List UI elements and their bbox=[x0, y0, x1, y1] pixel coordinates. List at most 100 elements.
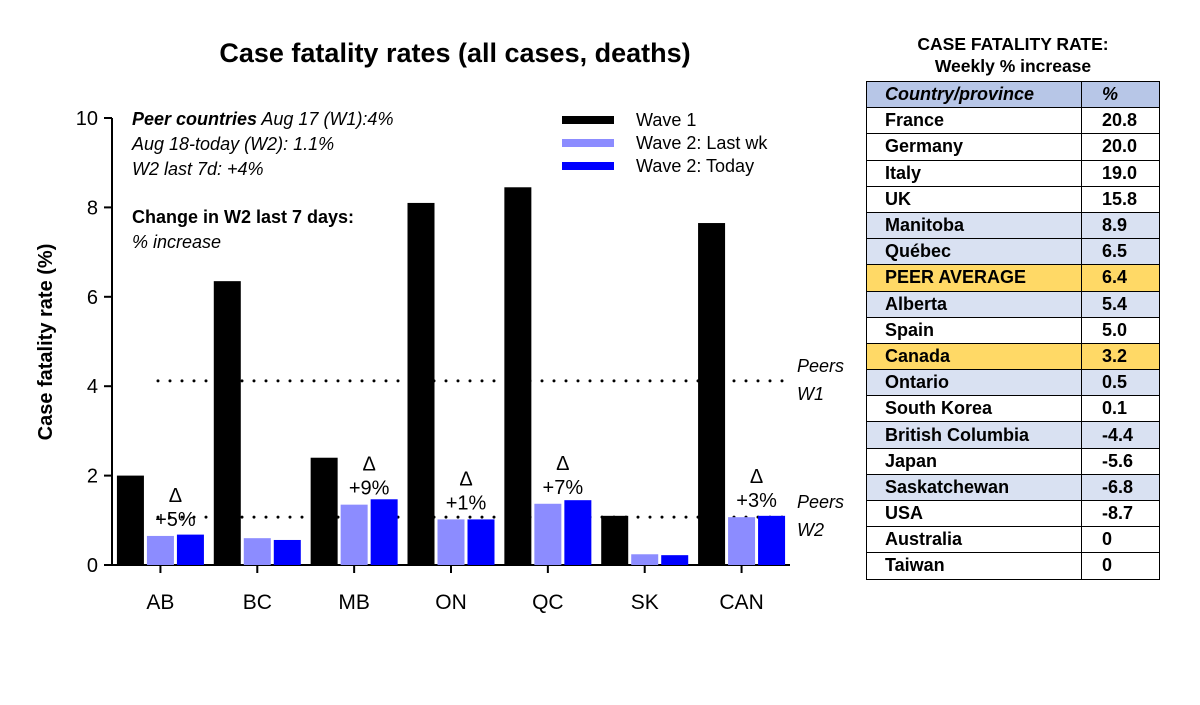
row-value: 5.0 bbox=[1081, 316, 1160, 344]
bar bbox=[601, 515, 629, 565]
row-country: Spain bbox=[866, 316, 1082, 344]
row-value: 0.5 bbox=[1081, 369, 1160, 397]
row-value: 20.0 bbox=[1081, 133, 1160, 161]
reference-label-line-2: W2 bbox=[797, 520, 824, 540]
x-tick-label: SK bbox=[631, 591, 659, 614]
header-country: Country/province bbox=[866, 80, 1082, 109]
bar-chart: Case fatality rates (all cases, deaths) … bbox=[35, 38, 844, 614]
y-tick-label: 6 bbox=[87, 287, 98, 309]
row-value: 8.9 bbox=[1081, 211, 1160, 240]
peer-note-line-1: Peer countries Aug 17 (W1):4% bbox=[132, 107, 393, 131]
y-tick-label: 8 bbox=[87, 197, 98, 219]
cfr-table-panel: CASE FATALITY RATE: Weekly % increase Co… bbox=[866, 33, 1160, 580]
bar bbox=[273, 539, 301, 565]
legend-swatch bbox=[562, 139, 614, 147]
table-row: Australia 0 bbox=[866, 526, 1160, 554]
legend-label: Wave 2: Last wk bbox=[636, 133, 768, 153]
bar bbox=[370, 499, 398, 565]
row-country: Italy bbox=[866, 159, 1082, 187]
reference-lines: Peers W1 Peers W2 bbox=[156, 356, 844, 540]
x-tick-label: BC bbox=[243, 591, 272, 614]
peer-note-w1: Aug 17 (W1):4% bbox=[257, 109, 394, 129]
peer-note-bold: Peer countries bbox=[132, 109, 258, 129]
row-country: Japan bbox=[866, 447, 1082, 475]
bar bbox=[728, 517, 756, 565]
row-value: 0.1 bbox=[1081, 395, 1160, 423]
row-value: 19.0 bbox=[1081, 159, 1160, 187]
delta-symbol: Δ bbox=[169, 485, 182, 507]
row-value: 3.2 bbox=[1081, 342, 1160, 371]
row-country: Québec bbox=[866, 238, 1082, 266]
bar bbox=[467, 519, 495, 565]
change-note-title: Change in W2 last 7 days: bbox=[132, 207, 355, 227]
bar bbox=[146, 535, 174, 565]
y-tick-label: 4 bbox=[87, 376, 98, 398]
delta-symbol: Δ bbox=[750, 466, 763, 488]
legend-label: Wave 2: Today bbox=[636, 156, 754, 176]
table-row: Alberta 5.4 bbox=[866, 290, 1160, 318]
delta-symbol: Δ bbox=[362, 454, 375, 476]
delta-symbol: Δ bbox=[556, 453, 569, 475]
table-row: Ontario 0.5 bbox=[866, 369, 1160, 397]
table-row: Saskatchewan -6.8 bbox=[866, 473, 1160, 502]
table-row: Québec 6.5 bbox=[866, 238, 1160, 266]
cfr-table: Country/province % France 20.8 Germany 20.0… bbox=[866, 80, 1160, 580]
row-value: 15.8 bbox=[1081, 185, 1160, 213]
row-value: -6.8 bbox=[1081, 473, 1160, 502]
x-tick-label: ON bbox=[435, 591, 467, 614]
table-row: British Columbia -4.4 bbox=[866, 421, 1160, 449]
bar bbox=[504, 187, 532, 565]
row-value: 0 bbox=[1081, 526, 1160, 554]
x-tick-label: CAN bbox=[719, 591, 763, 614]
row-country: South Korea bbox=[866, 395, 1082, 423]
bar bbox=[564, 500, 592, 565]
reference-label-line-2: W1 bbox=[797, 384, 824, 404]
bar bbox=[407, 202, 435, 565]
legend-label: Wave 1 bbox=[636, 110, 696, 130]
delta-value: +1% bbox=[446, 492, 487, 514]
y-tick-label: 2 bbox=[87, 466, 98, 488]
chart-title: Case fatality rates (all cases, deaths) bbox=[219, 38, 690, 68]
delta-value: +7% bbox=[543, 477, 584, 499]
bars bbox=[116, 187, 786, 566]
bar bbox=[243, 538, 271, 565]
table-row: Manitoba 8.9 bbox=[866, 211, 1160, 240]
row-value: 6.5 bbox=[1081, 238, 1160, 266]
table-title-line-1: CASE FATALITY RATE: bbox=[917, 34, 1109, 54]
y-tick-label: 0 bbox=[87, 555, 98, 577]
table-row: Italy 19.0 bbox=[866, 159, 1160, 187]
row-value: 0 bbox=[1081, 552, 1160, 580]
legend-swatch bbox=[562, 162, 614, 170]
legend: Wave 1 Wave 2: Last wk Wave 2: Today bbox=[562, 110, 768, 176]
row-country: Ontario bbox=[866, 369, 1082, 397]
table-row: Canada 3.2 bbox=[866, 342, 1160, 371]
row-country: Manitoba bbox=[866, 211, 1082, 240]
row-value: 5.4 bbox=[1081, 290, 1160, 318]
x-tick-label: QC bbox=[532, 591, 564, 614]
table-row: Taiwan 0 bbox=[866, 552, 1160, 580]
bar bbox=[213, 281, 241, 565]
peer-note-line-3: W2 last 7d: +4% bbox=[132, 159, 264, 179]
x-tick-label: MB bbox=[338, 591, 370, 614]
row-country: Australia bbox=[866, 526, 1082, 554]
table-header-row: Country/province % bbox=[866, 80, 1160, 109]
delta-value: +9% bbox=[349, 478, 390, 500]
peer-note-line-2: Aug 18-today (W2): 1.1% bbox=[132, 134, 335, 154]
table-row: Spain 5.0 bbox=[866, 316, 1160, 344]
table-row: South Korea 0.1 bbox=[866, 395, 1160, 423]
table-row: France 20.8 bbox=[866, 107, 1160, 135]
table-row: Japan -5.6 bbox=[866, 447, 1160, 475]
x-tick-label: AB bbox=[146, 591, 174, 614]
row-country: Canada bbox=[866, 342, 1082, 371]
table-row: USA -8.7 bbox=[866, 499, 1160, 528]
row-country: Saskatchewan bbox=[866, 473, 1082, 502]
delta-labels: +5%Δ +9%Δ+1%Δ +7%Δ+3%Δ bbox=[155, 453, 777, 531]
reference-label-line-1: Peers bbox=[797, 492, 844, 512]
row-country: Taiwan bbox=[866, 552, 1082, 580]
bar bbox=[758, 515, 786, 565]
bar bbox=[116, 475, 144, 565]
y-axis-label: Case fatality rate (%) bbox=[35, 244, 57, 441]
delta-value: +3% bbox=[736, 490, 777, 512]
delta-symbol: Δ bbox=[459, 468, 472, 490]
table-row: UK 15.8 bbox=[866, 185, 1160, 213]
